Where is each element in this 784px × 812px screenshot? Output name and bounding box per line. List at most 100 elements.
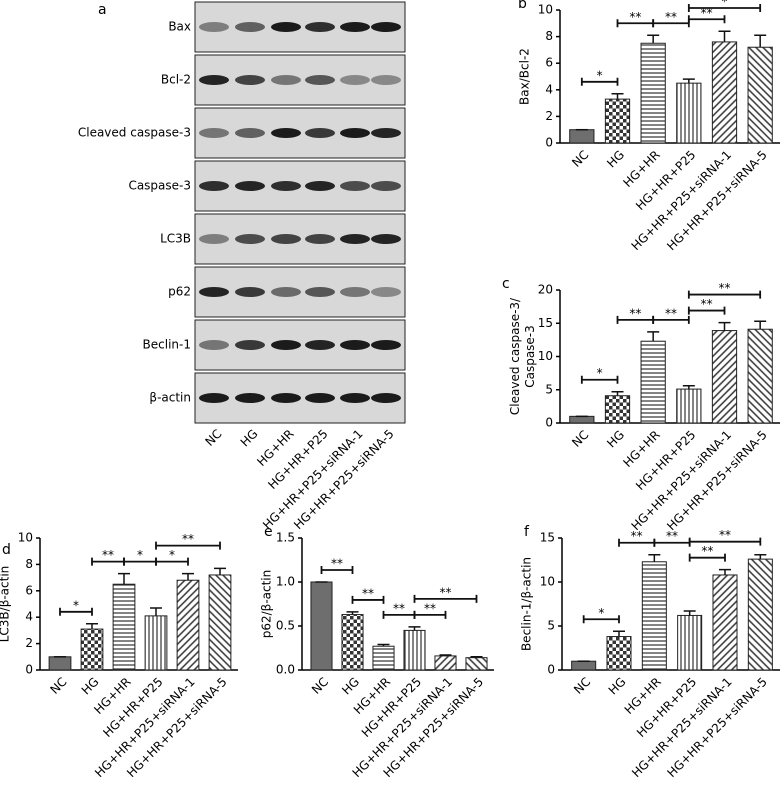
band (271, 181, 301, 191)
lane-label: NC (202, 427, 224, 449)
bar (208, 574, 232, 671)
band (271, 234, 301, 244)
bar (712, 574, 738, 671)
band (305, 128, 335, 138)
band (340, 234, 370, 244)
band (371, 287, 401, 297)
y-tick-label: 6 (545, 56, 553, 70)
y-axis-label: Beclin-1/β-actin (520, 557, 534, 651)
bar (640, 340, 666, 424)
significance-bracket (580, 77, 619, 86)
error-bar (377, 643, 390, 647)
bar (640, 42, 666, 144)
significance-bracket (688, 553, 726, 562)
y-tick-label: 2 (545, 109, 553, 123)
y-tick-label: 0 (545, 416, 553, 430)
band (305, 22, 335, 32)
band (271, 340, 301, 350)
panel-letter: e (264, 524, 273, 540)
significance-label: ** (665, 306, 677, 320)
lane-label: HG (238, 427, 261, 450)
error-bar (118, 572, 130, 585)
significance-label: * (722, 0, 728, 9)
bar (604, 395, 631, 424)
band (235, 234, 265, 244)
bar (676, 82, 702, 144)
row-label: p62 (168, 285, 191, 299)
significance-label: ** (719, 281, 731, 295)
bar (80, 628, 104, 671)
bar (747, 558, 773, 671)
error-bar (682, 385, 695, 390)
band (199, 128, 229, 138)
error-bar (754, 34, 767, 48)
band (199, 393, 229, 403)
y-axis-label: Cleaved caspase-3/ (508, 297, 522, 415)
band (340, 128, 370, 138)
significance-label: ** (701, 6, 713, 20)
bar (747, 46, 773, 144)
significance-bracket (580, 375, 619, 384)
error-bar (613, 630, 625, 637)
bar (341, 614, 364, 671)
significance-bracket (687, 306, 726, 315)
error-bar (611, 390, 624, 396)
significance-label: ** (701, 297, 713, 311)
y-tick-label: 8 (25, 557, 33, 571)
row-label: Bcl-2 (161, 73, 191, 87)
row-label: Caspase-3 (128, 179, 191, 193)
error-bar (719, 568, 731, 575)
y-tick-label: 20 (538, 283, 553, 297)
band (305, 181, 335, 191)
bar (606, 636, 632, 671)
band (305, 393, 335, 403)
bar (641, 561, 667, 671)
significance-label: * (598, 606, 604, 620)
band (371, 22, 401, 32)
bar (676, 388, 702, 424)
error-bar (408, 626, 421, 631)
error-bar (182, 572, 194, 581)
y-axis-label: LC3B/β-actin (0, 566, 12, 643)
y-tick-label: 5 (545, 382, 553, 396)
error-bar (150, 607, 162, 616)
x-tick-label: NC (47, 675, 69, 697)
band (235, 287, 265, 297)
significance-label: ** (665, 10, 677, 24)
band (199, 181, 229, 191)
significance-bracket (687, 4, 762, 12)
y-tick-label: 6 (25, 583, 33, 597)
significance-label: ** (631, 529, 643, 543)
y-tick-label: 2 (25, 636, 33, 650)
x-tick-label: NC (571, 675, 593, 697)
band (371, 234, 401, 244)
bar (569, 415, 595, 424)
y-tick-label: 5 (547, 619, 555, 633)
error-bar (611, 93, 624, 100)
band (271, 128, 301, 138)
significance-bracket (59, 607, 93, 616)
panel-letter: f (524, 524, 530, 540)
band (199, 75, 229, 85)
row-label: LC3B (160, 232, 191, 246)
band (371, 181, 401, 191)
y-tick-label: 10 (538, 3, 553, 17)
significance-bracket (582, 615, 620, 624)
bar (372, 645, 395, 671)
band (305, 287, 335, 297)
y-tick-label: 8 (545, 29, 553, 43)
error-bar (754, 553, 767, 560)
significance-label: ** (424, 601, 436, 615)
band (340, 340, 370, 350)
band (199, 287, 229, 297)
significance-label: ** (719, 528, 731, 542)
significance-bracket (155, 557, 189, 566)
band (340, 75, 370, 85)
band (235, 340, 265, 350)
error-bar (683, 610, 696, 616)
error-bar (648, 553, 661, 562)
lane-label: HG+HR+P25 (265, 427, 330, 492)
band (305, 340, 335, 350)
x-tick-label: HG (339, 675, 362, 698)
significance-label: ** (629, 10, 641, 24)
